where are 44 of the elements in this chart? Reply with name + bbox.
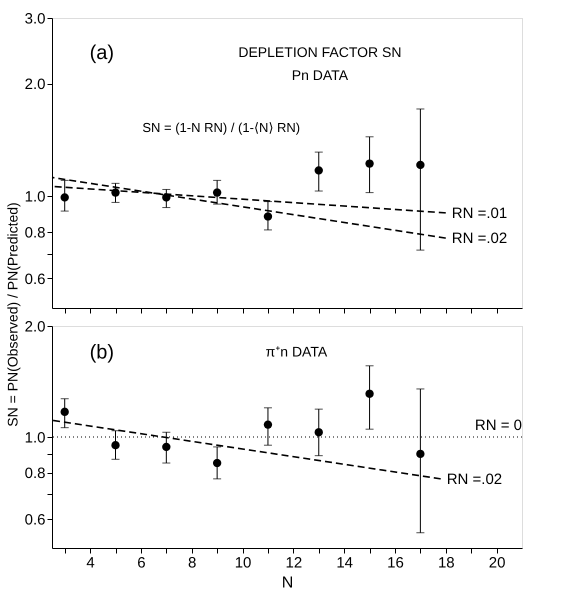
annotation: Pn DATA bbox=[292, 67, 349, 83]
y-tick-label: 0.6 bbox=[24, 511, 46, 528]
y-tick-label: 3.0 bbox=[24, 10, 46, 28]
x-tick-label: 16 bbox=[387, 554, 404, 572]
y-tick-label: 0.6 bbox=[24, 270, 46, 288]
y-tick-label: 1.0 bbox=[24, 430, 46, 446]
point bbox=[416, 160, 425, 170]
point bbox=[212, 458, 222, 468]
y-axis-title: SN = PN(Observed) / PN(Predicted) bbox=[4, 202, 21, 427]
point bbox=[60, 193, 69, 202]
y-tick-label: 2.0 bbox=[24, 76, 46, 94]
point bbox=[60, 408, 69, 416]
x-tick-label: 12 bbox=[286, 554, 302, 572]
annotation: (b) bbox=[90, 342, 114, 364]
x-tick-label: 18 bbox=[438, 554, 455, 572]
point bbox=[314, 428, 323, 436]
annotation: DEPLETION FACTOR SN bbox=[238, 44, 402, 60]
x-tick-label: 10 bbox=[234, 554, 252, 572]
point bbox=[212, 188, 222, 197]
point bbox=[111, 441, 120, 450]
x-tick-label: 4 bbox=[86, 554, 95, 572]
point bbox=[314, 166, 323, 175]
point bbox=[162, 442, 171, 452]
point bbox=[365, 159, 374, 168]
annotation: SN = (1-N RN) / (1-⟨N⟩ RN) bbox=[142, 120, 300, 136]
x-tick-label: 8 bbox=[188, 554, 196, 572]
point bbox=[264, 420, 272, 429]
x-tick-label: 20 bbox=[488, 554, 506, 572]
series-label: RN =.02 bbox=[452, 230, 508, 248]
y-tick-label: 0.8 bbox=[24, 224, 46, 242]
series-label: RN =.01 bbox=[452, 204, 508, 222]
point bbox=[365, 390, 374, 398]
y-tick-label: 1.0 bbox=[24, 188, 46, 206]
series-label: RN =.02 bbox=[446, 470, 502, 488]
series-label: RN = 0 bbox=[474, 417, 522, 434]
point bbox=[416, 450, 425, 458]
y-tick-label: 0.8 bbox=[24, 465, 46, 482]
y-tick-label: 2.0 bbox=[24, 318, 46, 336]
annotation: π⁺n DATA bbox=[266, 344, 328, 360]
annotation: (a) bbox=[90, 42, 114, 64]
x-axis-title: N bbox=[282, 574, 294, 592]
x-tick-label: 14 bbox=[336, 554, 354, 572]
point bbox=[264, 212, 272, 221]
x-tick-label: 6 bbox=[137, 554, 146, 572]
